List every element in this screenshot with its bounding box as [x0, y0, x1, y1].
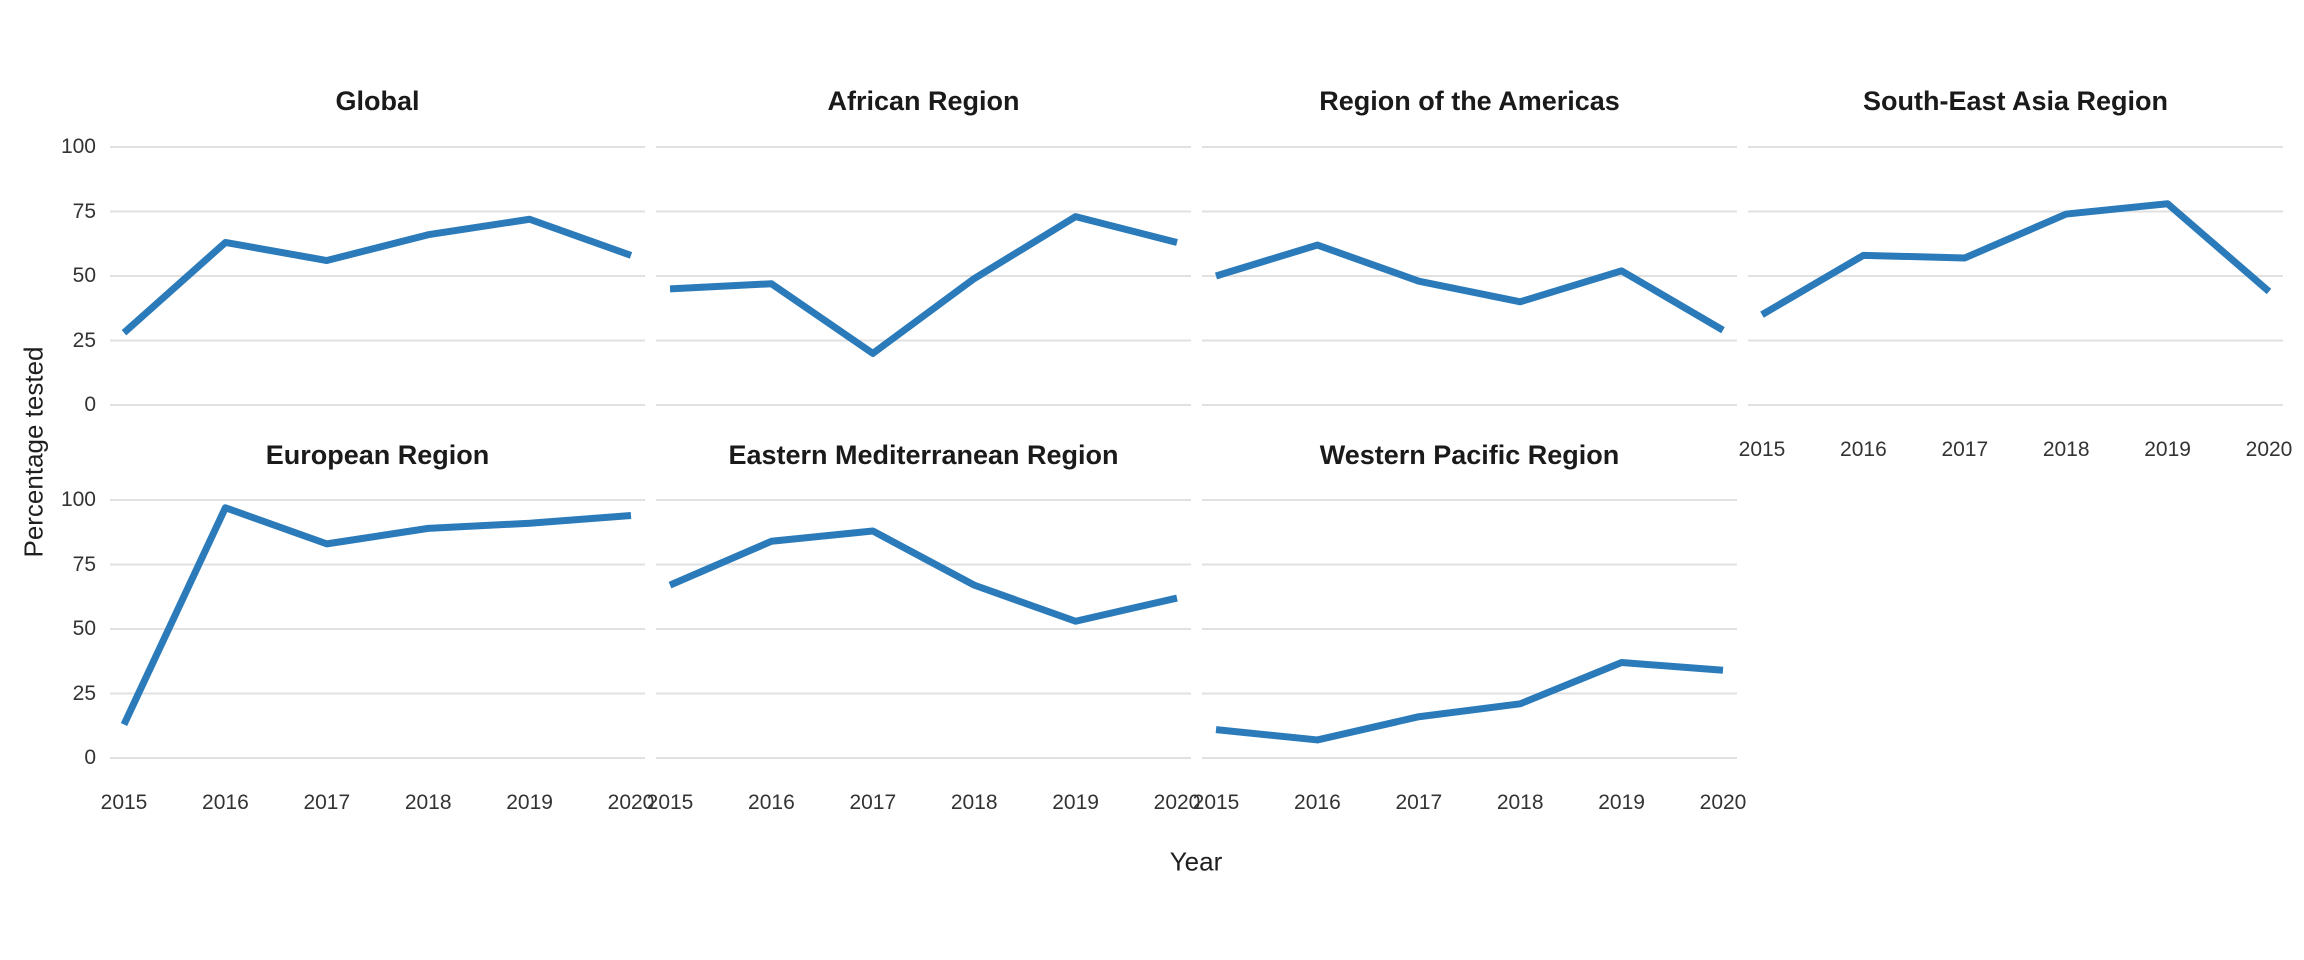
facet-line-chart	[656, 146, 1191, 406]
facet-line-chart	[110, 146, 645, 406]
x-tick-label: 2016	[748, 791, 795, 814]
x-tick-label: 2016	[202, 791, 249, 814]
x-tick-label: 2018	[404, 791, 452, 814]
facet-title-global: Global	[335, 86, 420, 116]
data-line	[1760, 200, 2272, 318]
x-tick-label: 2015	[1192, 791, 1240, 814]
x-tick-label: 2016	[1294, 791, 1341, 814]
x-tick-label: 2018	[950, 791, 998, 814]
y-tick-label: 25	[72, 328, 96, 352]
x-tick-label: 2015	[100, 791, 148, 814]
facet-line-chart	[1748, 146, 2283, 406]
x-tick-label: 2015	[1738, 438, 1786, 461]
y-tick-label: 75	[72, 552, 96, 576]
data-line	[669, 213, 1178, 357]
x-tick-label: 2019	[1052, 791, 1099, 814]
y-tick-label: 25	[72, 681, 96, 705]
x-tick-label: 2017	[1941, 438, 1989, 461]
facet-line-chart	[110, 499, 645, 759]
data-line	[121, 215, 633, 336]
x-tick-label: 2018	[2042, 438, 2090, 461]
x-tick-label: 2017	[849, 791, 897, 814]
facet-line-chart	[656, 499, 1191, 759]
x-tick-label: 2020	[607, 791, 655, 814]
x-tick-label: 2019	[506, 791, 553, 814]
facet-title-western-pacific-region: Western Pacific Region	[1319, 440, 1620, 470]
y-tick-label: 50	[72, 617, 96, 640]
x-tick-label: 2017	[1395, 791, 1443, 814]
data-line	[1214, 241, 1725, 334]
y-tick-label: 0	[84, 746, 96, 769]
facet-title-eastern-mediterranean-region: Eastern Mediterranean Region	[728, 440, 1119, 470]
x-tick-label: 2019	[2144, 438, 2191, 461]
facet-title-region-of-the-americas: Region of the Americas	[1319, 86, 1620, 116]
x-axis-title: Year	[1169, 846, 1223, 877]
y-tick-label: 0	[84, 393, 96, 416]
data-line	[668, 527, 1178, 625]
x-tick-label: 2020	[1699, 791, 1747, 814]
facet-line-chart	[1202, 499, 1737, 759]
x-tick-label: 2019	[1598, 791, 1645, 814]
y-axis-title: Percentage tested	[18, 346, 49, 558]
y-tick-label: 100	[60, 135, 96, 158]
facet-title-south-east-asia-region: South-East Asia Region	[1862, 86, 2169, 116]
facet-line-chart	[1202, 146, 1737, 406]
y-tick-label: 75	[72, 199, 96, 223]
x-tick-label: 2018	[1496, 791, 1544, 814]
x-tick-label: 2017	[303, 791, 351, 814]
y-tick-label: 100	[60, 488, 96, 511]
facet-title-african-region: African Region	[827, 86, 1020, 116]
x-tick-label: 2020	[1153, 791, 1201, 814]
y-tick-label: 50	[72, 264, 96, 287]
x-tick-label: 2015	[646, 791, 694, 814]
data-line	[120, 504, 632, 726]
data-line	[1215, 659, 1724, 744]
x-tick-label: 2016	[1840, 438, 1887, 461]
facet-title-european-region: European Region	[265, 440, 490, 470]
x-tick-label: 2020	[2245, 438, 2293, 461]
